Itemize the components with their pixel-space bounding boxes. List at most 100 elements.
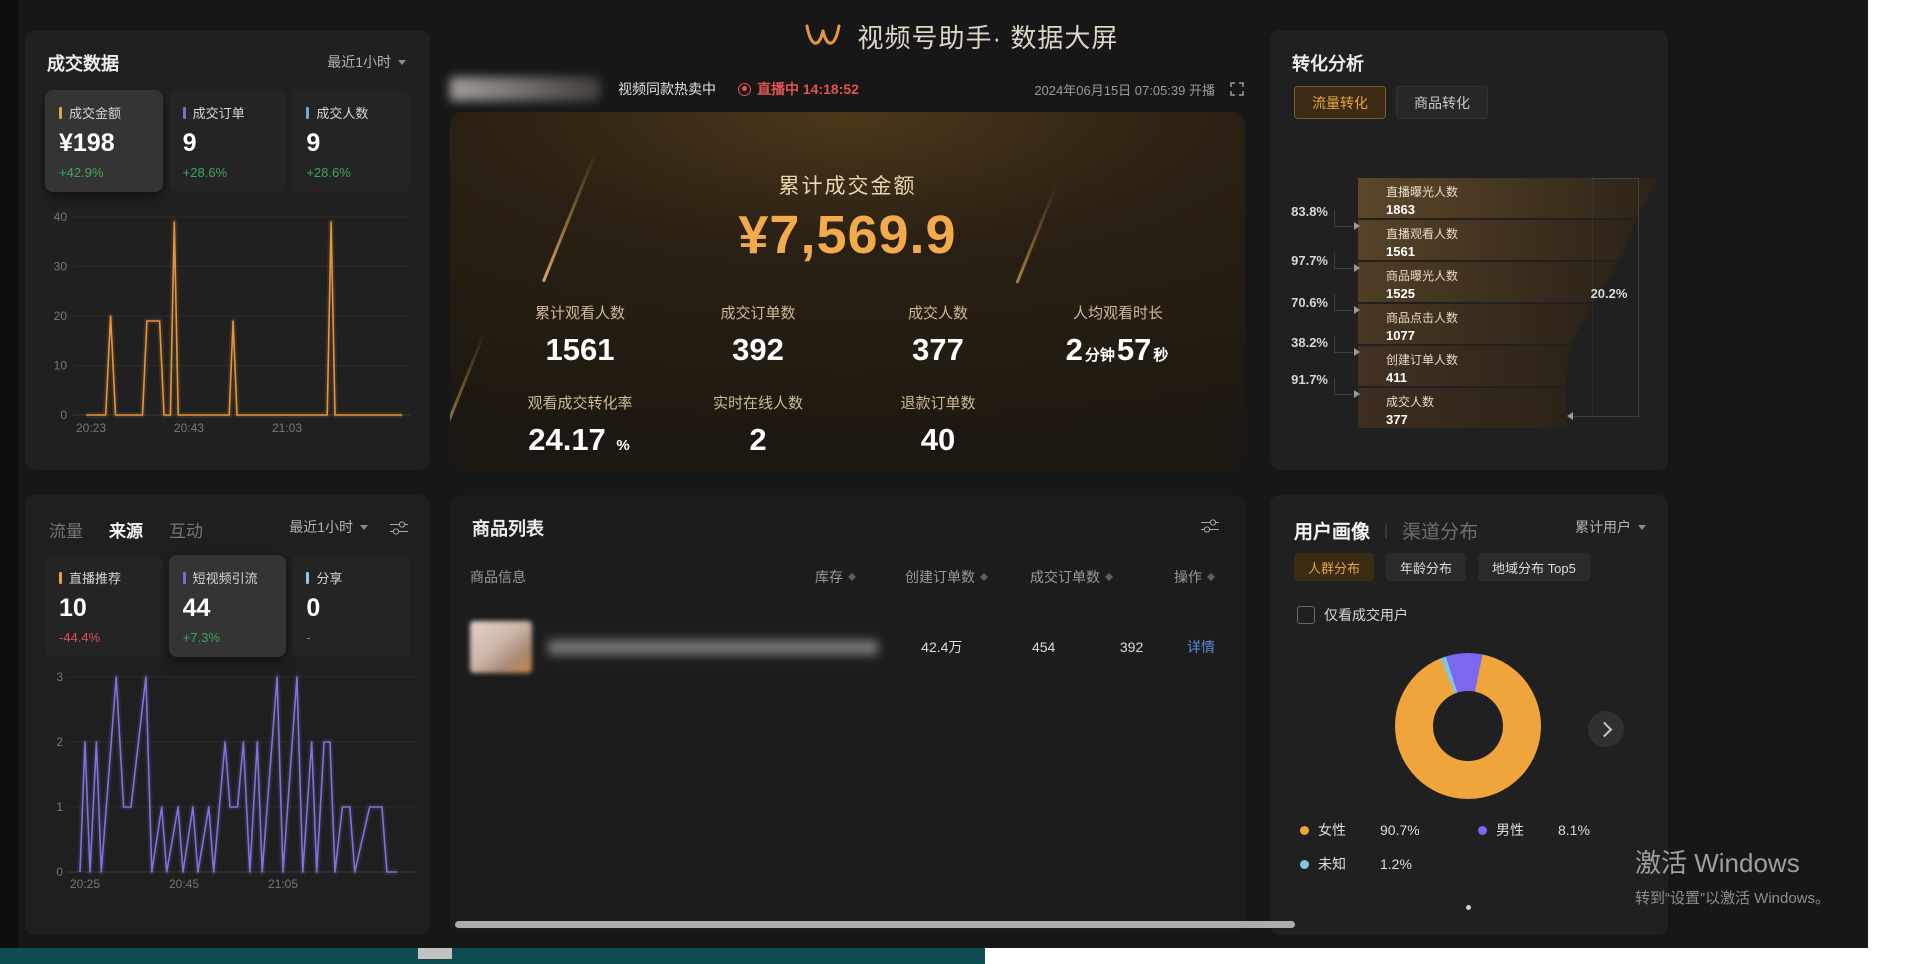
col-created-orders[interactable]: 创建订单数 — [856, 567, 988, 587]
traffic-tabs: 流量 来源 互动 — [49, 517, 203, 542]
stat-card-deal-orders[interactable]: 成交订单 9 +28.6% — [168, 90, 287, 192]
stream-status-label: 视频同款热卖中 — [618, 81, 716, 97]
distribution-sub-tabs: 人群分布 年龄分布 地域分布 Top5 — [1294, 553, 1590, 581]
conversion-funnel-chart: 直播曝光人数 1863 直播观看人数 1561 商品曝光人数 1525 商品点击人数 1077… — [1270, 170, 1668, 465]
stat-card-deal-amount[interactable]: 成交金额 ¥198 +42.9% — [45, 90, 163, 192]
fullscreen-icon[interactable] — [1229, 81, 1245, 97]
panel-title: 商品列表 — [472, 519, 544, 539]
funnel-bracket-line — [1638, 178, 1639, 418]
metric-conversion-rate: 观看成交转化率 24.17 % — [527, 395, 633, 457]
svg-text:0: 0 — [60, 408, 67, 422]
live-dot-icon — [738, 82, 751, 96]
funnel-connector — [1334, 336, 1353, 353]
funnel-overall-rate: 20.2% — [1590, 286, 1628, 301]
funnel-bracket-top — [1592, 178, 1638, 179]
legend-item: 女性 90.7% — [1300, 817, 1478, 843]
conversion-tabs: 流量转化 商品转化 — [1294, 86, 1488, 119]
stat-card-deal-users[interactable]: 成交人数 9 +28.6% — [292, 90, 410, 192]
sales-data-panel: 成交数据 最近1小时 成交金额 ¥198 +42.9% 成交订单 9 +28.6… — [25, 30, 430, 470]
card-change: +28.6% — [182, 165, 228, 180]
funnel-connector — [1334, 294, 1353, 311]
tab-channel-distribution[interactable]: 渠道分布 — [1402, 522, 1479, 543]
legend-label: 未知 — [1318, 856, 1346, 872]
card-label: 分享 — [316, 571, 343, 586]
time-range-value: 最近1小时 — [327, 54, 391, 70]
next-page-button[interactable] — [1588, 711, 1624, 747]
stat-card-share[interactable]: 分享 0 - — [292, 555, 410, 657]
sales-stat-cards: 成交金额 ¥198 +42.9% 成交订单 9 +28.6% 成交人数 9 +2… — [45, 90, 410, 192]
panel-title: 成交数据 — [47, 54, 119, 74]
funnel-stage-label: 成交人数 — [1386, 395, 1435, 409]
tab-product-conversion[interactable]: 商品转化 — [1396, 86, 1488, 119]
funnel-stage: 创建订单人数 411 — [1358, 346, 1570, 386]
card-value: 44 — [182, 594, 211, 622]
product-thumbnail-blurred — [470, 621, 532, 673]
filter-sliders-icon[interactable] — [1201, 519, 1219, 533]
cell-deal-orders: 392 — [1119, 639, 1144, 655]
metric-avg-watch-time: 人均观看时长 2 分钟57 秒 — [1065, 305, 1169, 367]
stat-card-short-video[interactable]: 短视频引流 44 +7.3% — [168, 555, 287, 657]
col-product-info: 商品信息 — [470, 569, 526, 585]
card-marker — [59, 106, 62, 119]
svg-text:1: 1 — [56, 800, 63, 814]
horizontal-scrollbar[interactable] — [455, 921, 1295, 928]
checkbox[interactable] — [1297, 606, 1315, 624]
funnel-step-rate: 97.7% — [1291, 253, 1328, 268]
pill-age-distribution[interactable]: 年龄分布 — [1386, 553, 1467, 581]
pill-crowd-distribution[interactable]: 人群分布 — [1294, 553, 1375, 581]
card-marker — [182, 106, 186, 119]
donut-legend: 女性 90.7% 男性 8.1% 未知 1.2% — [1300, 817, 1645, 877]
taskbar-fragment — [418, 948, 452, 959]
chevron-right-icon — [1596, 721, 1613, 737]
detail-link[interactable]: 详情 — [1187, 639, 1215, 655]
funnel-stage-label: 商品曝光人数 — [1386, 269, 1459, 283]
tab-divider: | — [1384, 521, 1389, 539]
pill-region-distribution[interactable]: 地域分布 Top5 — [1478, 553, 1590, 581]
stat-card-live-recommend[interactable]: 直播推荐 10 -44.4% — [45, 555, 163, 657]
meteor-decoration — [450, 330, 487, 449]
user-scope-select[interactable]: 累计用户 — [1575, 517, 1646, 537]
sort-icon[interactable] — [1207, 569, 1215, 582]
cell-stock: 42.4万 — [921, 639, 963, 655]
col-stock[interactable]: 库存 — [736, 567, 856, 587]
svg-text:30: 30 — [54, 260, 68, 274]
funnel-stage: 直播曝光人数 1863 — [1358, 178, 1658, 218]
live-duration: 14:18:52 — [802, 81, 859, 97]
card-change: -44.4% — [59, 630, 101, 645]
sales-trend-chart: 0 10 20 30 40 20:23 20:43 21:03 — [54, 210, 410, 435]
sort-icon[interactable] — [848, 569, 856, 582]
tab-interaction[interactable]: 互动 — [169, 522, 203, 541]
taskbar-strip — [0, 948, 985, 964]
traffic-trend-chart: 0 1 2 3 20:25 20:45 21:05 — [56, 670, 415, 891]
time-range-select[interactable]: 最近1小时 — [289, 517, 368, 537]
summary-title: 累计成交金额 — [778, 175, 917, 198]
summary-amount: ¥7,569.9 — [738, 205, 957, 265]
col-deal-orders[interactable]: 成交订单数 — [988, 567, 1113, 587]
tab-traffic-conversion[interactable]: 流量转化 — [1294, 86, 1386, 119]
channels-logo-icon — [802, 22, 844, 52]
svg-text:40: 40 — [54, 210, 68, 224]
sort-icon[interactable] — [1105, 569, 1113, 582]
chevron-down-icon — [360, 524, 368, 534]
card-label: 成交订单 — [192, 106, 245, 121]
svg-text:2: 2 — [56, 735, 63, 749]
time-range-select[interactable]: 最近1小时 — [327, 52, 406, 72]
sort-icon[interactable] — [980, 569, 988, 582]
funnel-bracket-bottom — [1570, 416, 1638, 417]
metric-deal-orders: 成交订单数 392 — [720, 305, 796, 367]
cell-created-orders: 454 — [1031, 639, 1056, 655]
pagination-dot[interactable] — [1466, 905, 1471, 910]
funnel-stage-label: 创建订单人数 — [1386, 353, 1459, 367]
tab-source[interactable]: 来源 — [109, 522, 143, 541]
dashboard-root: 视频号助手· 数据大屏 视频同款热卖中 直播中 14:18:52 2024年06… — [0, 0, 1868, 948]
funnel-guide-line — [1592, 178, 1593, 418]
card-marker — [306, 106, 310, 119]
svg-text:20:43: 20:43 — [174, 421, 204, 435]
filter-sliders-icon[interactable] — [390, 521, 408, 535]
tab-traffic[interactable]: 流量 — [49, 522, 83, 541]
card-marker — [59, 571, 62, 584]
card-value: 9 — [182, 129, 197, 157]
funnel-connector — [1334, 252, 1353, 269]
tab-user-profile[interactable]: 用户画像 — [1294, 522, 1371, 543]
metric-total-viewers: 累计观看人数 1561 — [534, 305, 625, 367]
